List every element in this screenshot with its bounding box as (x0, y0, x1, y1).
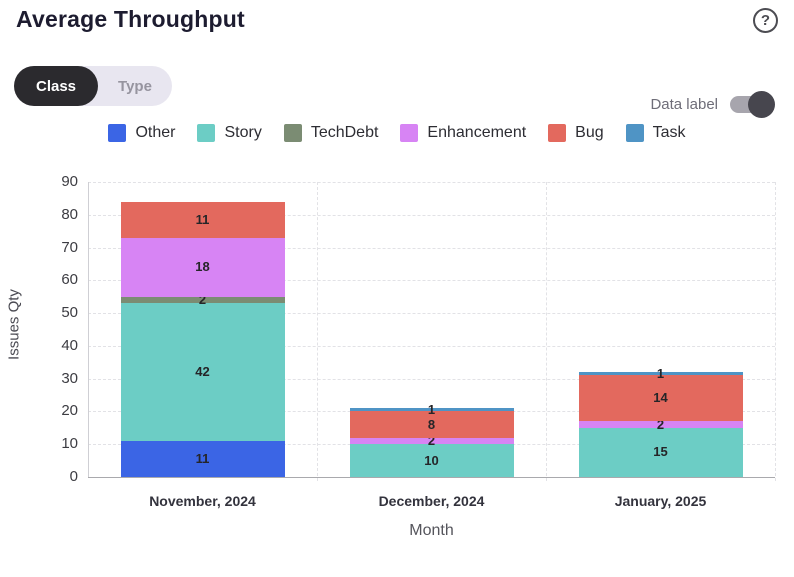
bar-segment-label: 10 (424, 452, 439, 468)
x-axis-title: Month (409, 522, 454, 539)
y-tick-label: 80 (61, 205, 78, 223)
legend-swatch-icon (400, 124, 419, 142)
page-title: Average Throughput (16, 6, 245, 32)
bar-segment-enhancement[interactable] (578, 421, 743, 428)
gridline-vertical (546, 182, 547, 481)
bar-segment-enhancement[interactable] (349, 437, 514, 445)
gridline (88, 378, 775, 380)
y-tick-label: 20 (61, 402, 78, 420)
bar-segment-bug[interactable] (120, 201, 285, 238)
bar-segment-label: 15 (653, 444, 668, 460)
bar-segment-label: 1 (656, 365, 665, 381)
legend-item-techdebt[interactable]: TechDebt (283, 124, 379, 142)
bar-segment-task[interactable] (578, 372, 743, 376)
legend-swatch-icon (197, 124, 216, 142)
bar-segment-story[interactable] (578, 427, 743, 477)
legend-label: Other (135, 124, 176, 141)
bar-segment-other[interactable] (120, 440, 285, 477)
gridline (88, 280, 775, 282)
bar-segment-label: 18 (195, 259, 210, 275)
legend-label: Task (652, 124, 686, 141)
x-tick-label: November, 2024 (149, 493, 256, 509)
toggle-option-class[interactable]: Class (14, 66, 99, 106)
gridline (88, 345, 775, 347)
legend-label: Enhancement (427, 124, 527, 141)
data-label-control: Data label (650, 91, 775, 118)
bar-segment-label: 42 (195, 364, 210, 380)
legend-item-bug[interactable]: Bug (548, 124, 604, 142)
y-tick-label: 60 (61, 271, 78, 289)
gridline-vertical (317, 182, 318, 481)
bar-segment-story[interactable] (120, 303, 285, 441)
gridline (88, 214, 775, 216)
bar-segment-techdebt[interactable] (120, 296, 285, 304)
y-tick-label: 70 (61, 238, 78, 256)
card-header: Average Throughput ? (16, 6, 778, 33)
legend-swatch-icon (548, 124, 567, 142)
legend-label: Bug (575, 124, 604, 141)
data-label-text: Data label (650, 96, 718, 113)
x-axis-line (88, 477, 775, 478)
y-tick-label: 90 (61, 173, 78, 190)
stacked-bar-chart: Issues Qty Month 0 10 20 30 40 50 60 70 80 90 11 42… (0, 170, 794, 570)
x-tick-label: December, 2024 (378, 493, 485, 509)
data-label-switch[interactable] (730, 91, 775, 118)
bar-segment-enhancement[interactable] (120, 237, 285, 297)
y-tick-label: 50 (61, 304, 78, 322)
chart-legend: Other Story TechDebt Enhancement Bug Task (0, 124, 794, 142)
gridline (88, 182, 775, 183)
bar-segment-label: 14 (653, 390, 668, 406)
x-tick-label: January, 2025 (614, 493, 707, 509)
y-tick-label: 40 (61, 336, 78, 354)
bar-segment-task[interactable] (349, 408, 514, 412)
bar-segment-story[interactable] (349, 444, 514, 477)
legend-item-enhancement[interactable]: Enhancement (400, 124, 526, 142)
bar-segment-bug[interactable] (578, 375, 743, 422)
legend-item-task[interactable]: Task (625, 124, 686, 142)
y-tick-label: 10 (61, 435, 78, 453)
toggle-option-type[interactable]: Type (98, 66, 172, 106)
bar-segment-label: 2 (656, 416, 665, 432)
y-axis-line (88, 182, 89, 477)
switch-knob-icon (748, 91, 775, 118)
legend-label: TechDebt (310, 124, 379, 141)
y-tick-label: 0 (69, 468, 78, 485)
bar-segment-label: 11 (195, 211, 210, 227)
bar-segment-label: 2 (198, 292, 207, 307)
bar-segment-label: 8 (427, 416, 436, 432)
bar-segment-label: 2 (427, 432, 436, 448)
y-tick-label: 30 (61, 369, 78, 387)
gridline (88, 313, 775, 315)
gridline-vertical (775, 182, 776, 481)
legend-item-other[interactable]: Other (108, 124, 175, 142)
legend-item-story[interactable]: Story (197, 124, 262, 142)
legend-swatch-icon (108, 124, 127, 142)
bar-segment-bug[interactable] (349, 411, 514, 438)
legend-label: Story (224, 124, 262, 141)
gridline (88, 247, 775, 249)
legend-swatch-icon (283, 124, 302, 142)
bar-segment-label: 11 (195, 450, 210, 466)
bar-segment-label: 1 (427, 401, 436, 417)
help-icon[interactable]: ? (753, 8, 778, 33)
class-type-toggle: Class Type (14, 66, 172, 106)
legend-swatch-icon (625, 124, 644, 142)
